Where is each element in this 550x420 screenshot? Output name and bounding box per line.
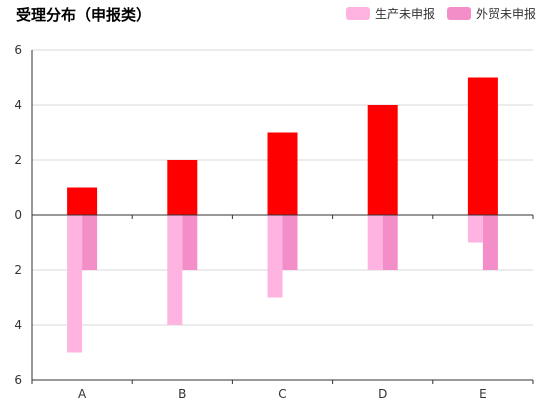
y-tick-label: 0 [14, 208, 22, 222]
bar-up-D [367, 105, 398, 215]
bar-production-E [467, 215, 483, 243]
legend-item-trade[interactable]: 外贸未申报 [446, 5, 536, 22]
bar-up-E [467, 77, 498, 215]
bar-up-B [167, 160, 198, 215]
legend-label-trade: 外贸未申报 [475, 7, 536, 21]
legend-swatch-production [345, 7, 370, 20]
bar-up-C [267, 132, 298, 215]
y-tick-label: 6 [14, 373, 22, 387]
legend-label-production: 生产未申报 [374, 7, 435, 21]
bar-trade-B [182, 215, 198, 270]
chart-title: 受理分布（申报类） [16, 6, 152, 24]
bar-trade-A [82, 215, 98, 270]
x-tick-label-D: D [378, 387, 387, 401]
y-tick-label: 4 [14, 318, 22, 332]
bar-trade-E [482, 215, 498, 270]
x-tick-label-B: B [178, 387, 186, 401]
y-tick-label: 2 [14, 153, 22, 167]
bar-trade-D [382, 215, 398, 270]
y-tick-label: 6 [14, 43, 22, 57]
bar-production-A [67, 215, 83, 353]
bar-production-D [367, 215, 383, 270]
y-tick-label: 2 [14, 263, 22, 277]
bar-up-A [67, 187, 98, 215]
legend-item-production[interactable]: 生产未申报 [345, 5, 435, 22]
legend-swatch-trade [446, 7, 471, 20]
x-tick-label-E: E [479, 387, 487, 401]
x-tick-label-C: C [278, 387, 286, 401]
bar-production-B [167, 215, 183, 325]
x-tick-label-A: A [78, 387, 87, 401]
y-tick-label: 4 [14, 98, 22, 112]
bar-trade-C [282, 215, 298, 270]
legend: 生产未申报 外贸未申报 [334, 5, 536, 22]
bar-production-C [267, 215, 283, 298]
